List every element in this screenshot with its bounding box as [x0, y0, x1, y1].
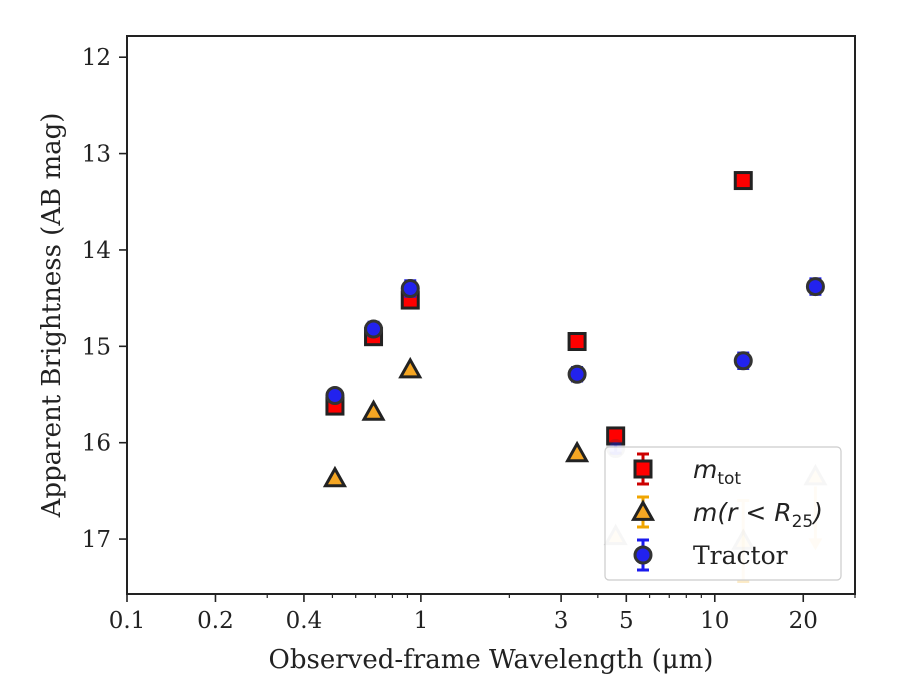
legend-label: mtot	[693, 455, 741, 489]
x-tick-label: 5	[619, 608, 634, 634]
x-tick-label: 20	[789, 608, 818, 634]
data-point-triangle-shape	[361, 399, 386, 421]
data-point-circle	[400, 278, 420, 298]
data-point-triangle	[398, 356, 423, 379]
legend-marker-square-shape	[633, 459, 653, 479]
data-point-triangle-shape	[322, 465, 348, 488]
x-tick-label: 3	[554, 608, 569, 634]
data-point-circle	[733, 351, 753, 371]
y-tick-label: 16	[82, 431, 111, 457]
data-point-triangle	[565, 440, 590, 463]
legend-marker-square	[633, 459, 653, 479]
data-point-triangle	[361, 399, 386, 421]
y-tick-label: 12	[82, 45, 111, 71]
legend-label: Tractor	[693, 541, 788, 570]
y-tick-label: 13	[82, 142, 111, 168]
legend-label: m(r < R25)	[693, 498, 823, 532]
data-point-circle	[567, 364, 587, 384]
data-point-circle	[325, 385, 345, 405]
data-point-circle-shape	[325, 385, 345, 405]
y-tick-label: 14	[82, 238, 111, 264]
data-point-square-shape	[733, 171, 753, 191]
data-point-square-shape	[606, 426, 626, 446]
data-point-triangle-shape	[565, 440, 590, 463]
x-axis-label: Observed-frame Wavelength (μm)	[269, 645, 714, 675]
data-point-square	[567, 332, 587, 352]
plot-frame	[126, 35, 856, 595]
legend-marker-triangle	[630, 499, 656, 521]
data-point-circle-shape	[567, 364, 587, 384]
y-tick-label: 17	[82, 527, 111, 553]
data-point-square	[606, 426, 626, 446]
data-point-triangle	[322, 465, 348, 488]
legend: mtot m(r < R25) Tractor	[604, 446, 842, 581]
x-tick-label: 10	[700, 608, 729, 634]
data-point-circle	[364, 319, 384, 339]
y-axis-label: Apparent Brightness (AB mag)	[37, 113, 67, 519]
y-tick-label: 15	[82, 334, 111, 360]
data-point-triangle-shape	[398, 356, 423, 379]
data-point-circle-shape	[733, 351, 753, 371]
legend-marker-circle	[633, 545, 653, 565]
legend-marker-triangle-shape	[630, 499, 656, 521]
data-point-circle-shape	[805, 277, 825, 297]
data-point-square	[733, 171, 753, 191]
data-point-square-shape	[567, 332, 587, 352]
legend-box	[604, 446, 842, 581]
data-point-circle-shape	[400, 278, 420, 298]
data-point-circle	[805, 277, 825, 297]
x-tick-label: 0.4	[286, 608, 323, 634]
x-tick-label: 1	[414, 608, 429, 634]
data-point-circle-shape	[364, 319, 384, 339]
legend-marker-circle-shape	[633, 545, 653, 565]
x-tick-label: 0.1	[109, 608, 146, 634]
x-tick-label: 0.2	[197, 608, 234, 634]
